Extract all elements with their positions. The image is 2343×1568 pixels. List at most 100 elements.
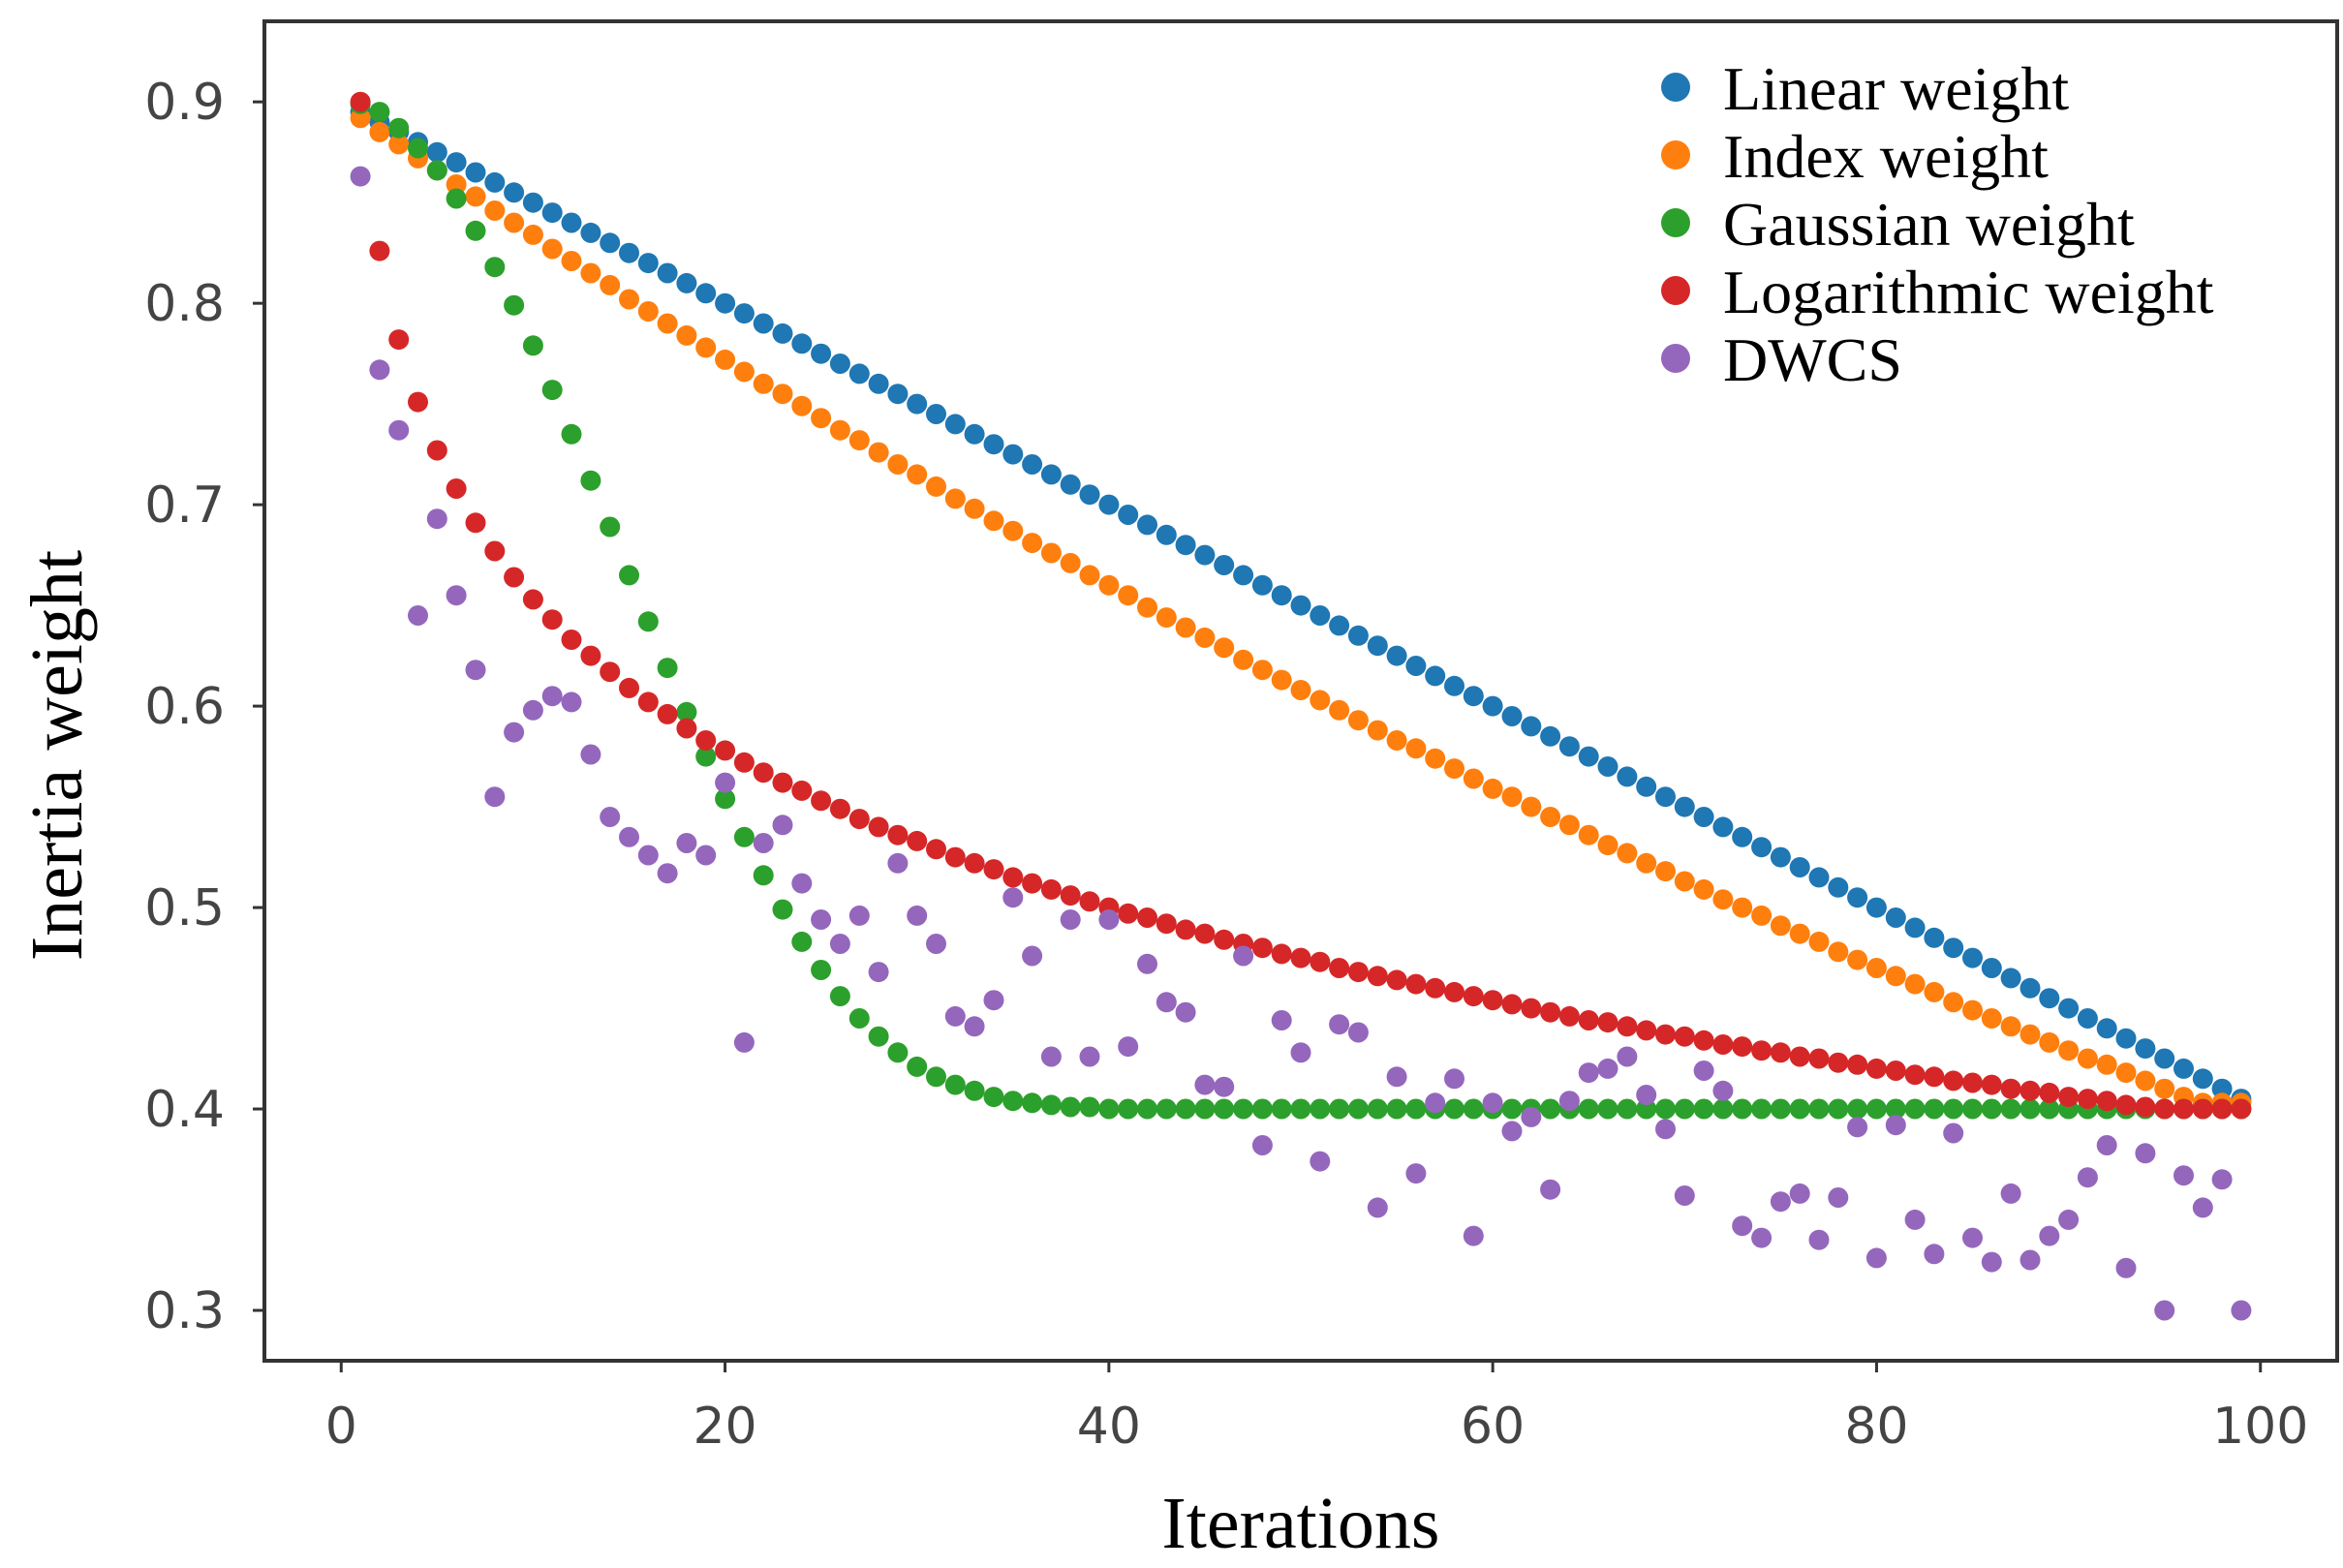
data-point <box>1828 941 1849 963</box>
legend-label: Linear weight <box>1723 54 2069 123</box>
data-point <box>1732 1215 1753 1237</box>
data-point <box>676 701 697 723</box>
data-point <box>2096 1018 2117 1039</box>
data-point <box>1943 1070 1964 1091</box>
data-point <box>1981 1074 2002 1095</box>
data-point <box>1732 1098 1753 1120</box>
data-point <box>1924 1066 1945 1088</box>
data-point <box>907 464 928 485</box>
data-point <box>1885 1098 1906 1120</box>
data-point <box>1040 542 1062 564</box>
data-point <box>619 565 639 586</box>
data-point <box>1310 1098 1331 1120</box>
data-point <box>1865 1058 1887 1079</box>
data-point <box>926 476 946 497</box>
data-point <box>446 478 467 499</box>
data-point <box>1770 1191 1791 1213</box>
data-point <box>1290 595 1311 616</box>
data-point <box>1789 857 1810 877</box>
data-point <box>1367 1098 1388 1120</box>
data-point <box>1290 1042 1311 1063</box>
data-point <box>1789 1046 1810 1067</box>
data-point <box>1386 1098 1407 1120</box>
series-index-weight <box>350 108 2252 1114</box>
data-point <box>1943 1122 1964 1144</box>
data-point <box>887 454 909 475</box>
data-point <box>619 242 639 263</box>
data-point <box>1405 1163 1427 1184</box>
data-point <box>1463 986 1484 1007</box>
data-point <box>1924 1244 1945 1265</box>
data-point <box>676 324 697 346</box>
data-point <box>522 589 543 610</box>
data-point <box>1885 1061 1906 1081</box>
data-point <box>2096 1091 2117 1112</box>
data-point <box>1156 1098 1177 1120</box>
data-point <box>1751 837 1773 858</box>
data-point <box>2039 1082 2060 1103</box>
data-point <box>1347 1098 1369 1120</box>
data-point <box>868 373 889 394</box>
data-point <box>484 200 506 221</box>
data-point <box>1329 1014 1350 1035</box>
legend-marker <box>1661 140 1690 169</box>
data-point <box>829 934 850 954</box>
data-point <box>1865 897 1887 918</box>
data-point <box>2115 1028 2137 1049</box>
data-point <box>926 934 946 954</box>
data-point <box>446 188 467 209</box>
data-point <box>1214 1076 1235 1097</box>
data-point <box>1022 1092 1043 1114</box>
series-gaussian-weight <box>350 93 2252 1120</box>
data-point <box>1271 669 1292 691</box>
data-point <box>944 414 966 435</box>
data-point <box>1597 1012 1619 1033</box>
data-point <box>504 294 525 316</box>
data-point <box>1693 1061 1714 1081</box>
data-point <box>983 990 1004 1011</box>
data-point <box>791 333 813 354</box>
data-point <box>1636 1098 1657 1120</box>
data-point <box>1251 574 1273 596</box>
legend-marker <box>1661 73 1690 102</box>
data-point <box>753 313 774 334</box>
data-point <box>504 212 525 233</box>
data-point <box>619 289 639 310</box>
data-point <box>465 660 486 681</box>
data-point <box>2192 1197 2213 1218</box>
legend-label: Gaussian weight <box>1723 190 2135 259</box>
data-point <box>944 488 966 509</box>
data-point <box>964 852 985 874</box>
data-point <box>2173 1058 2194 1079</box>
data-point <box>2000 1016 2021 1037</box>
data-point <box>1079 484 1100 506</box>
data-point <box>1578 1098 1599 1120</box>
data-point <box>2135 1096 2156 1118</box>
data-point <box>1712 816 1734 838</box>
data-point <box>465 162 486 183</box>
data-point <box>1617 1046 1638 1067</box>
y-tick-label: 0.4 <box>144 1081 225 1139</box>
data-point <box>772 815 793 836</box>
data-point <box>465 512 486 534</box>
data-point <box>1425 665 1446 687</box>
plot-points <box>350 91 2252 1321</box>
data-point <box>944 1074 966 1095</box>
data-point <box>1847 1117 1868 1138</box>
data-point <box>1425 977 1446 999</box>
data-point <box>2231 1300 2252 1321</box>
data-point <box>1712 1080 1734 1101</box>
data-point <box>1271 585 1292 606</box>
data-point <box>1214 637 1235 659</box>
data-point <box>1463 1225 1484 1246</box>
data-point <box>1943 938 1964 959</box>
y-tick-label: 0.6 <box>144 678 225 736</box>
data-point <box>1808 931 1830 952</box>
data-point <box>2115 1062 2137 1084</box>
data-point <box>637 845 659 866</box>
data-point <box>484 540 506 562</box>
data-point <box>1540 1179 1561 1200</box>
data-point <box>1386 1066 1407 1088</box>
